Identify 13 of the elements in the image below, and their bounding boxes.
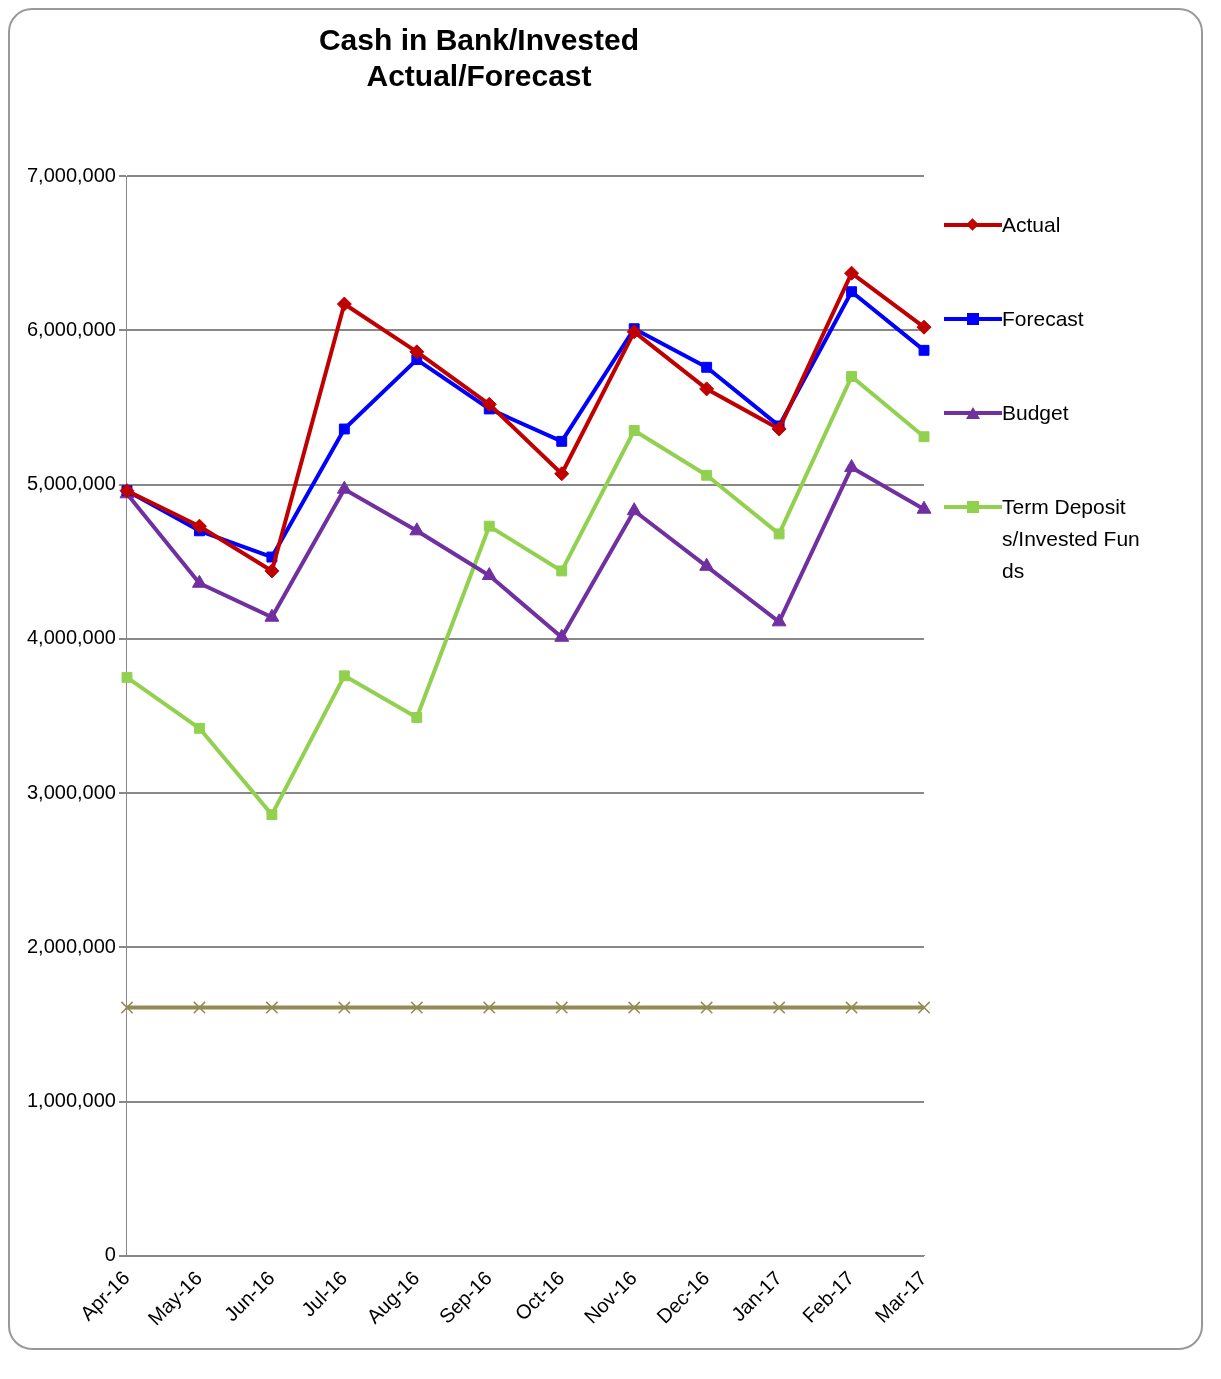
legend-label: Actual xyxy=(1002,212,1062,238)
y-tick-label: 3,000,000 xyxy=(26,780,116,803)
legend-label: Budget xyxy=(1002,400,1070,426)
legend-label: Forecast xyxy=(1002,306,1085,332)
y-tick-label: 7,000,000 xyxy=(26,163,116,186)
chart-title: Cash in Bank/Invested Actual/Forecast xyxy=(318,23,640,93)
y-tick-label: 5,000,000 xyxy=(26,472,116,495)
y-tick-label: 2,000,000 xyxy=(26,934,116,957)
y-tick-label: 0 xyxy=(104,1243,116,1266)
y-tick-label: 4,000,000 xyxy=(26,626,116,649)
y-tick-label: 1,000,000 xyxy=(26,1089,116,1112)
legend-label: Term Deposits/Invested Funds xyxy=(1002,494,1141,584)
y-tick-label: 6,000,000 xyxy=(26,317,116,340)
